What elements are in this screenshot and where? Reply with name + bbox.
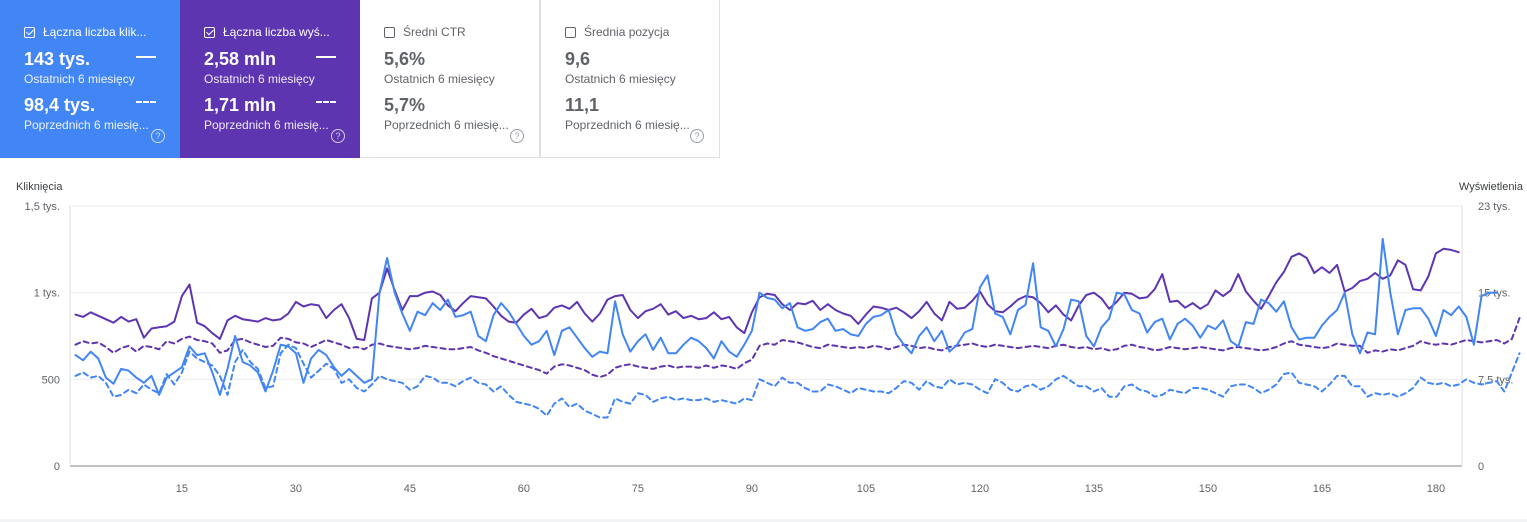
x-tick-label: 45 [404, 483, 416, 495]
right-axis-title: Wyświetlenia [1458, 181, 1523, 193]
previous-value: 1,71 mln [204, 95, 277, 115]
metric-label: Średnia pozycja [584, 25, 670, 39]
impressions-previous-series-line [74, 317, 1521, 378]
help-icon[interactable]: ? [331, 129, 345, 143]
clicks-current-series-line [74, 237, 1498, 396]
current-value: 9,6 [565, 49, 591, 69]
current-value: 2,58 mln [204, 49, 277, 69]
metric-label: Średni CTR [403, 25, 466, 39]
dashed-line-legend-icon [136, 101, 156, 103]
solid-line-legend-icon [316, 56, 336, 58]
metric-label: Łączna liczba wyś... [223, 25, 330, 39]
metric-header: Łączna liczba klik... [24, 24, 160, 40]
metric-header: Średnia pozycja [565, 24, 699, 40]
x-tick-label: 15 [176, 483, 188, 495]
previous-period: Poprzednich 6 miesię... [204, 118, 329, 132]
x-tick-label: 165 [1313, 483, 1331, 495]
help-icon[interactable]: ? [690, 129, 704, 143]
right-tick-label: 23 tys. [1478, 201, 1510, 213]
current-value: 143 tys. [24, 49, 91, 69]
previous-period: Poprzednich 6 miesię... [24, 118, 149, 132]
right-tick-label: 0 [1478, 461, 1484, 473]
checkbox-checked-icon[interactable] [24, 26, 35, 38]
previous-period: Poprzednich 6 miesię... [565, 118, 690, 132]
metric-header: Łączna liczba wyś... [204, 24, 340, 40]
x-tick-label: 180 [1427, 483, 1445, 495]
metric-cards: Łączna liczba klik... 143 tys. Ostatnich… [0, 0, 720, 158]
help-icon[interactable]: ? [510, 129, 524, 143]
left-tick-label: 1,5 tys. [25, 201, 60, 213]
current-period: Ostatnich 6 miesięcy [565, 72, 676, 86]
metric-card-impressions[interactable]: Łączna liczba wyś... 2,58 mln Ostatnich … [180, 0, 360, 158]
impressions-current-series-line [74, 247, 1460, 341]
current-period: Ostatnich 6 miesięcy [204, 72, 315, 86]
current-period: Ostatnich 6 miesięcy [24, 72, 135, 86]
checkbox-unchecked-icon[interactable] [565, 26, 576, 38]
previous-value: 11,1 [565, 95, 600, 115]
metric-card-position[interactable]: Średnia pozycja 9,6 Ostatnich 6 miesięcy… [540, 0, 720, 158]
x-tick-label: 60 [518, 483, 530, 495]
current-value: 5,6% [384, 49, 426, 69]
help-icon[interactable]: ? [151, 129, 165, 143]
x-tick-label: 135 [1085, 483, 1103, 495]
checkbox-checked-icon[interactable] [204, 26, 215, 38]
x-tick-label: 75 [632, 483, 644, 495]
x-tick-label: 30 [290, 483, 302, 495]
metric-label: Łączna liczba klik... [43, 25, 147, 39]
previous-period: Poprzednich 6 miesię... [384, 118, 509, 132]
left-tick-label: 0 [54, 461, 60, 473]
x-tick-label: 120 [971, 483, 989, 495]
metric-card-ctr[interactable]: Średni CTR 5,6% Ostatnich 6 miesięcy 5,7… [360, 0, 540, 158]
solid-line-legend-icon [136, 56, 156, 58]
x-tick-label: 150 [1199, 483, 1217, 495]
current-period: Ostatnich 6 miesięcy [384, 72, 495, 86]
checkbox-unchecked-icon[interactable] [384, 26, 395, 38]
previous-value: 5,7% [384, 95, 426, 115]
metric-header: Średni CTR [384, 24, 519, 40]
x-tick-label: 105 [857, 483, 875, 495]
metric-card-clicks[interactable]: Łączna liczba klik... 143 tys. Ostatnich… [0, 0, 180, 158]
left-axis-title: Kliknięcia [16, 181, 63, 193]
dashed-line-legend-icon [316, 101, 336, 103]
previous-value: 98,4 tys. [24, 95, 96, 115]
left-tick-label: 1 tys. [34, 288, 60, 300]
x-tick-label: 90 [746, 483, 758, 495]
left-tick-label: 500 [42, 374, 60, 386]
clicks-previous-series-line [74, 343, 1521, 419]
